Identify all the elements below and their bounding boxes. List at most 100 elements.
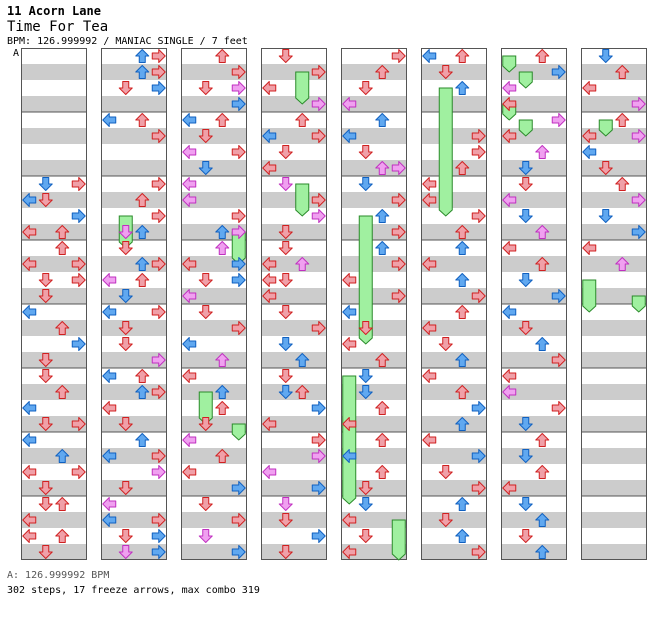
beat-stripe xyxy=(501,224,567,240)
beat-stripe xyxy=(421,544,487,560)
arrow-up-icon xyxy=(375,161,390,175)
freeze-arrow xyxy=(582,279,597,313)
beat-stripe xyxy=(21,160,87,176)
arrow-left-icon xyxy=(182,113,197,127)
arrow-left-icon xyxy=(182,465,197,479)
arrow-down-icon xyxy=(38,545,53,559)
arrow-down-icon xyxy=(358,497,373,511)
arrow-down-icon xyxy=(38,177,53,191)
arrow-right-icon xyxy=(231,545,246,559)
beat-stripe xyxy=(341,448,407,464)
chart-column xyxy=(181,48,247,560)
beat-stripe xyxy=(261,512,327,528)
arrow-down-icon xyxy=(278,385,293,399)
arrow-right-icon xyxy=(311,321,326,335)
arrow-up-icon xyxy=(295,113,310,127)
arrow-up-icon xyxy=(295,257,310,271)
chart-meta: BPM: 126.999992 / MANIAC SINGLE / 7 feet xyxy=(7,36,248,47)
arrow-right-icon xyxy=(391,193,406,207)
beat-stripe xyxy=(341,416,407,432)
arrow-down-icon xyxy=(198,81,213,95)
arrow-right-icon xyxy=(151,65,166,79)
arrow-down-icon xyxy=(358,385,373,399)
arrow-up-icon xyxy=(55,449,70,463)
arrow-left-icon xyxy=(422,321,437,335)
arrow-right-icon xyxy=(631,193,646,207)
beat-stripe xyxy=(501,384,567,400)
arrow-left-icon xyxy=(342,129,357,143)
arrow-left-icon xyxy=(182,145,197,159)
beat-stripe xyxy=(501,160,567,176)
arrow-right-icon xyxy=(151,353,166,367)
freeze-arrow xyxy=(518,71,533,89)
beat-stripe xyxy=(421,128,487,144)
column-border xyxy=(501,48,567,560)
arrow-left-icon xyxy=(22,433,37,447)
arrow-left-icon xyxy=(182,257,197,271)
arrow-right-icon xyxy=(71,209,86,223)
arrow-down-icon xyxy=(278,177,293,191)
artist-name: 11 Acorn Lane xyxy=(7,4,101,18)
arrow-up-icon xyxy=(375,241,390,255)
arrow-up-icon xyxy=(455,385,470,399)
column-border xyxy=(581,48,647,560)
beat-stripe xyxy=(261,480,327,496)
arrow-left-icon xyxy=(582,145,597,159)
arrow-down-icon xyxy=(118,321,133,335)
arrow-up-icon xyxy=(535,257,550,271)
arrow-left-icon xyxy=(22,193,37,207)
arrow-down-icon xyxy=(518,209,533,223)
beat-stripe xyxy=(21,352,87,368)
arrow-up-icon xyxy=(55,385,70,399)
beat-stripe xyxy=(581,320,647,336)
beat-stripe xyxy=(501,128,567,144)
arrow-down-icon xyxy=(118,337,133,351)
arrow-left-icon xyxy=(182,193,197,207)
arrow-up-icon xyxy=(135,433,150,447)
beat-stripe xyxy=(21,224,87,240)
arrow-down-icon xyxy=(598,49,613,63)
beat-stripe xyxy=(101,544,167,560)
beat-stripe xyxy=(261,96,327,112)
beat-stripe xyxy=(261,384,327,400)
column-border xyxy=(101,48,167,560)
arrow-up-icon xyxy=(455,81,470,95)
beat-stripe xyxy=(581,352,647,368)
arrow-left-icon xyxy=(342,417,357,431)
beat-stripe xyxy=(501,544,567,560)
beat-stripe xyxy=(101,160,167,176)
arrow-down-icon xyxy=(198,161,213,175)
beat-stripe xyxy=(341,288,407,304)
arrow-right-icon xyxy=(311,65,326,79)
beat-stripe xyxy=(181,384,247,400)
arrow-up-icon xyxy=(135,385,150,399)
beat-stripe xyxy=(181,352,247,368)
arrow-up-icon xyxy=(375,65,390,79)
beat-stripe xyxy=(421,512,487,528)
arrow-up-icon xyxy=(615,257,630,271)
column-border xyxy=(181,48,247,560)
beat-stripe xyxy=(181,96,247,112)
arrow-down-icon xyxy=(518,417,533,431)
beat-stripe xyxy=(261,288,327,304)
arrow-left-icon xyxy=(22,529,37,543)
arrow-right-icon xyxy=(311,481,326,495)
arrow-down-icon xyxy=(118,529,133,543)
arrow-up-icon xyxy=(295,385,310,399)
arrow-right-icon xyxy=(151,529,166,543)
arrow-down-icon xyxy=(438,337,453,351)
arrow-up-icon xyxy=(135,65,150,79)
arrow-up-icon xyxy=(135,369,150,383)
arrow-right-icon xyxy=(151,513,166,527)
arrow-up-icon xyxy=(455,417,470,431)
song-title: Time For Tea xyxy=(7,19,109,35)
beat-stripe xyxy=(21,96,87,112)
arrow-left-icon xyxy=(502,305,517,319)
arrow-down-icon xyxy=(118,225,133,239)
beat-stripe xyxy=(21,320,87,336)
arrow-right-icon xyxy=(231,65,246,79)
beat-stripe xyxy=(21,128,87,144)
freeze-arrow xyxy=(231,423,246,441)
arrow-up-icon xyxy=(215,225,230,239)
arrow-up-icon xyxy=(535,513,550,527)
